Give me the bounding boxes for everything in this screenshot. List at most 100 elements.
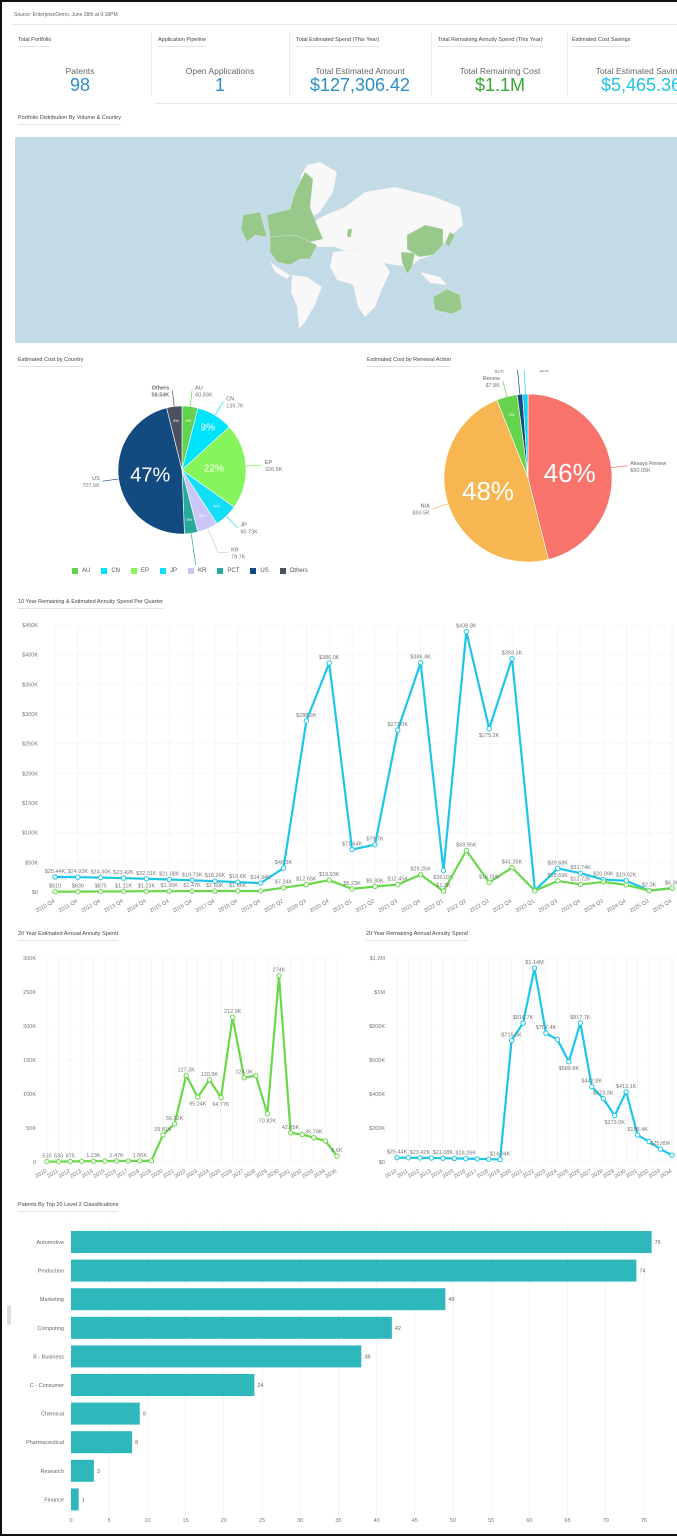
data-point[interactable]	[160, 1132, 166, 1138]
data-point[interactable]	[577, 1020, 584, 1026]
data-point[interactable]	[287, 1130, 294, 1136]
data-point[interactable]	[669, 885, 675, 891]
data-point[interactable]	[440, 1155, 446, 1161]
data-point[interactable]	[326, 877, 332, 883]
legend-item-kr[interactable]: KR	[188, 568, 206, 574]
data-point[interactable]	[486, 726, 492, 732]
data-point[interactable]	[75, 888, 81, 895]
data-point[interactable]	[120, 888, 127, 895]
data-point[interactable]	[474, 1156, 480, 1162]
africa[interactable]	[329, 248, 391, 318]
annual-remaining-line-chart[interactable]: $0$200K$400K$600K$800K$1M$1.2M2010201120…	[345, 945, 677, 1190]
scroll-handle[interactable]	[7, 1305, 11, 1325]
data-point[interactable]	[303, 881, 310, 888]
data-point[interactable]	[634, 1132, 641, 1138]
usa[interactable]	[269, 234, 318, 266]
data-point[interactable]	[229, 1014, 236, 1020]
data-point[interactable]	[349, 886, 355, 892]
data-point[interactable]	[532, 888, 538, 894]
bar[interactable]	[71, 1459, 94, 1482]
data-point[interactable]	[276, 972, 282, 979]
data-point[interactable]	[646, 887, 652, 894]
legend-item-au[interactable]: AU	[72, 568, 90, 574]
data-point[interactable]	[486, 879, 492, 886]
data-point[interactable]	[440, 867, 447, 874]
data-point[interactable]	[166, 888, 172, 894]
data-point[interactable]	[349, 846, 355, 853]
data-point[interactable]	[405, 1155, 412, 1161]
data-point[interactable]	[206, 1077, 213, 1083]
data-point[interactable]	[166, 876, 172, 883]
data-point[interactable]	[102, 1158, 108, 1164]
data-point[interactable]	[531, 965, 538, 971]
data-point[interactable]	[44, 1158, 50, 1165]
data-point[interactable]	[55, 1158, 62, 1165]
legend-item-ep[interactable]: EP	[131, 568, 149, 574]
data-point[interactable]	[241, 1074, 247, 1081]
annual-estimated-line-chart[interactable]: 0 50K 100K 150K 200K 250K 300K 2010201120122013…	[0, 945, 345, 1190]
se-asia-islands[interactable]	[419, 271, 448, 286]
data-point[interactable]	[566, 1059, 572, 1065]
data-point[interactable]	[555, 865, 561, 872]
bar[interactable]	[71, 1345, 362, 1368]
bar[interactable]	[71, 1231, 652, 1253]
data-point[interactable]	[113, 1158, 120, 1164]
data-point[interactable]	[322, 1138, 329, 1144]
pie-slice-n-a[interactable]	[443, 399, 549, 563]
data-point[interactable]	[299, 1131, 305, 1138]
pie-chart-renewal[interactable]: 46% Always Renew$90.05K 48% N/A$93.5K 4% Rene…	[340, 370, 677, 590]
data-point[interactable]	[463, 1155, 469, 1162]
bar[interactable]	[71, 1316, 392, 1339]
data-point[interactable]	[554, 1036, 561, 1043]
uk[interactable]	[346, 228, 353, 238]
data-point[interactable]	[212, 888, 218, 894]
data-point[interactable]	[600, 1095, 606, 1102]
south-america[interactable]	[290, 274, 323, 330]
data-point[interactable]	[212, 878, 218, 884]
data-point[interactable]	[143, 888, 150, 894]
data-point[interactable]	[90, 1158, 97, 1164]
bar[interactable]	[71, 1431, 133, 1454]
data-point[interactable]	[485, 1156, 492, 1162]
legend-item-jp[interactable]: JP	[160, 568, 177, 574]
data-point[interactable]	[451, 1155, 457, 1162]
classification-bar-chart[interactable]: 05101520253035404550556065707580Automoti…	[0, 1215, 677, 1533]
data-point[interactable]	[463, 628, 470, 635]
data-point[interactable]	[657, 1146, 664, 1152]
bar[interactable]	[71, 1488, 79, 1511]
data-point[interactable]	[98, 888, 104, 895]
data-point[interactable]	[417, 1155, 423, 1161]
data-point[interactable]	[509, 655, 515, 662]
bar[interactable]	[71, 1374, 255, 1396]
legend-item-us[interactable]: US	[250, 568, 269, 574]
data-point[interactable]	[440, 888, 447, 894]
data-point[interactable]	[612, 1112, 618, 1119]
china[interactable]	[406, 224, 444, 258]
data-point[interactable]	[623, 882, 629, 888]
data-point[interactable]	[372, 883, 378, 890]
central-america[interactable]	[269, 261, 291, 280]
data-point[interactable]	[257, 880, 264, 886]
australia[interactable]	[432, 288, 463, 315]
data-point[interactable]	[143, 876, 150, 882]
data-point[interactable]	[334, 1153, 340, 1159]
data-point[interactable]	[67, 1158, 73, 1165]
data-point[interactable]	[218, 1094, 224, 1101]
data-point[interactable]	[520, 1020, 526, 1026]
data-point[interactable]	[394, 1154, 400, 1161]
data-point[interactable]	[497, 1156, 503, 1163]
data-point[interactable]	[326, 660, 332, 666]
data-point[interactable]	[623, 1089, 629, 1095]
data-point[interactable]	[120, 875, 127, 881]
data-point[interactable]	[125, 1158, 131, 1164]
data-point[interactable]	[303, 718, 310, 724]
quarterly-line-chart[interactable]: $0 $50K $100K $150K $200K $250K $300K $350K $400…	[0, 615, 677, 915]
data-point[interactable]	[311, 1134, 317, 1141]
world-map[interactable]	[15, 137, 677, 343]
data-point[interactable]	[463, 847, 470, 854]
data-point[interactable]	[52, 888, 58, 895]
pie-slice-always-renew[interactable]	[527, 393, 613, 560]
data-point[interactable]	[508, 1037, 515, 1044]
data-point[interactable]	[98, 874, 104, 881]
data-point[interactable]	[543, 1030, 549, 1036]
